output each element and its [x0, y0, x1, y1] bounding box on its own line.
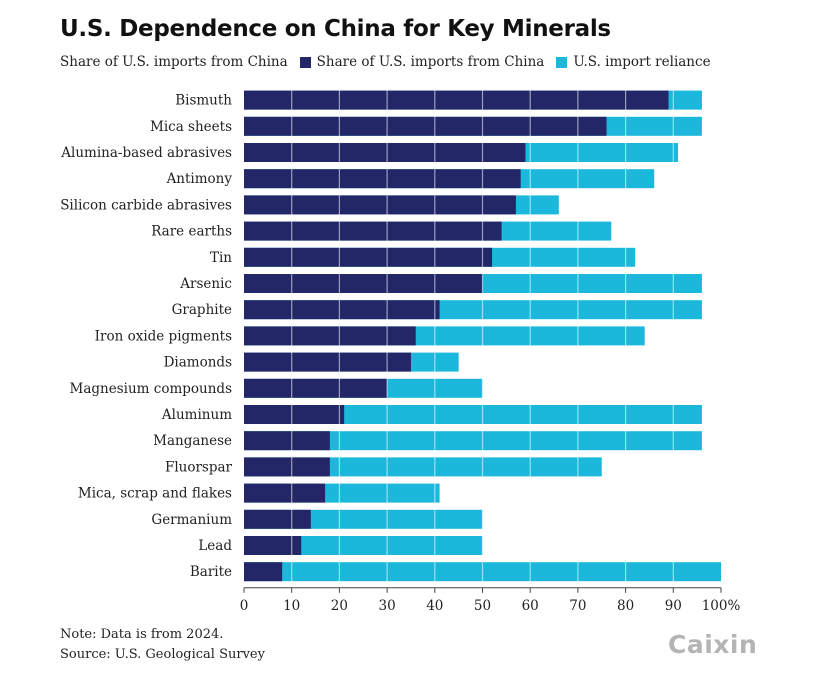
bar-china-share: [244, 483, 326, 503]
category-label: Mica, scrap and flakes: [78, 486, 232, 502]
x-tick-label: 100%: [702, 598, 741, 614]
bar-china-share: [244, 247, 493, 267]
legend-lead-text: Share of U.S. imports from China: [60, 54, 288, 70]
category-label: Germanium: [151, 512, 232, 528]
category-label: Tin: [210, 250, 232, 266]
x-tick-label: 60: [522, 598, 539, 614]
category-label: Rare earths: [151, 224, 232, 240]
x-tick-label: 0: [240, 598, 249, 614]
x-tick-label: 10: [283, 598, 300, 614]
category-label: Magnesium compounds: [70, 381, 233, 397]
bar-import-reliance: [244, 536, 483, 555]
x-tick-label: 90: [665, 598, 682, 614]
bar-import-reliance: [244, 431, 702, 451]
legend-swatch-import-reliance: [556, 56, 568, 68]
legend: Share of U.S. imports from China Share o…: [60, 54, 723, 70]
bar-china-share: [244, 274, 483, 293]
bar-import-reliance: [244, 405, 702, 424]
category-label: Arsenic: [179, 276, 232, 292]
category-label: Lead: [198, 538, 232, 554]
category-label: Fluorspar: [165, 459, 233, 475]
chart-title: U.S. Dependence on China for Key Mineral…: [60, 16, 611, 42]
bar-china-share: [244, 562, 283, 582]
bar-china-share: [244, 431, 330, 451]
bar-china-share: [244, 326, 416, 346]
x-tick-label: 70: [569, 598, 586, 614]
x-tick-label: 80: [617, 598, 634, 614]
source-text: Source: U.S. Geological Survey: [60, 647, 265, 662]
caixin-logo: Caixin: [668, 630, 758, 659]
bar-china-share: [244, 405, 345, 424]
x-tick-label: 30: [379, 598, 396, 614]
bar-china-share: [244, 457, 330, 477]
legend-item-china-share: Share of U.S. imports from China: [299, 54, 545, 70]
category-label: Alumina-based abrasives: [60, 145, 232, 161]
bar-import-reliance: [244, 457, 602, 477]
bar-china-share: [244, 143, 526, 162]
category-label: Diamonds: [164, 355, 232, 371]
bar-china-share: [244, 169, 521, 189]
bar-china-share: [244, 536, 302, 555]
legend-label-import-reliance: U.S. import reliance: [573, 54, 711, 70]
category-label: Manganese: [153, 433, 232, 449]
legend-label-china-share: Share of U.S. imports from China: [316, 54, 545, 70]
bar-china-share: [244, 116, 607, 136]
x-tick-label: 40: [426, 598, 443, 614]
legend-lead-label: Share of U.S. imports from China: [60, 54, 288, 70]
bar-china-share: [244, 300, 440, 320]
x-tick-label: 50: [474, 598, 491, 614]
footnote: Note: Data is from 2024. Source: U.S. Ge…: [60, 625, 265, 665]
legend-swatch-china-share: [299, 56, 311, 68]
category-label: Mica sheets: [150, 119, 232, 135]
category-label: Antimony: [166, 171, 233, 187]
bar-china-share: [244, 352, 411, 372]
bar-china-share: [244, 221, 502, 241]
bar-china-share: [244, 378, 388, 398]
category-label: Iron oxide pigments: [95, 328, 232, 344]
category-label: Bismuth: [175, 93, 232, 109]
category-label: Barite: [190, 564, 232, 580]
legend-item-import-reliance: U.S. import reliance: [556, 54, 711, 70]
category-label: Aluminum: [161, 407, 232, 423]
category-label: Graphite: [172, 302, 232, 318]
bar-china-share: [244, 90, 669, 110]
bar-china-share: [244, 195, 516, 215]
category-label: Silicon carbide abrasives: [60, 197, 232, 213]
bar-chart: Bismuth Mica sheets Alumina-based abrasive…: [60, 90, 741, 614]
bar-china-share: [244, 509, 311, 529]
x-tick-label: 20: [331, 598, 348, 614]
note-text: Note: Data is from 2024.: [60, 627, 224, 642]
